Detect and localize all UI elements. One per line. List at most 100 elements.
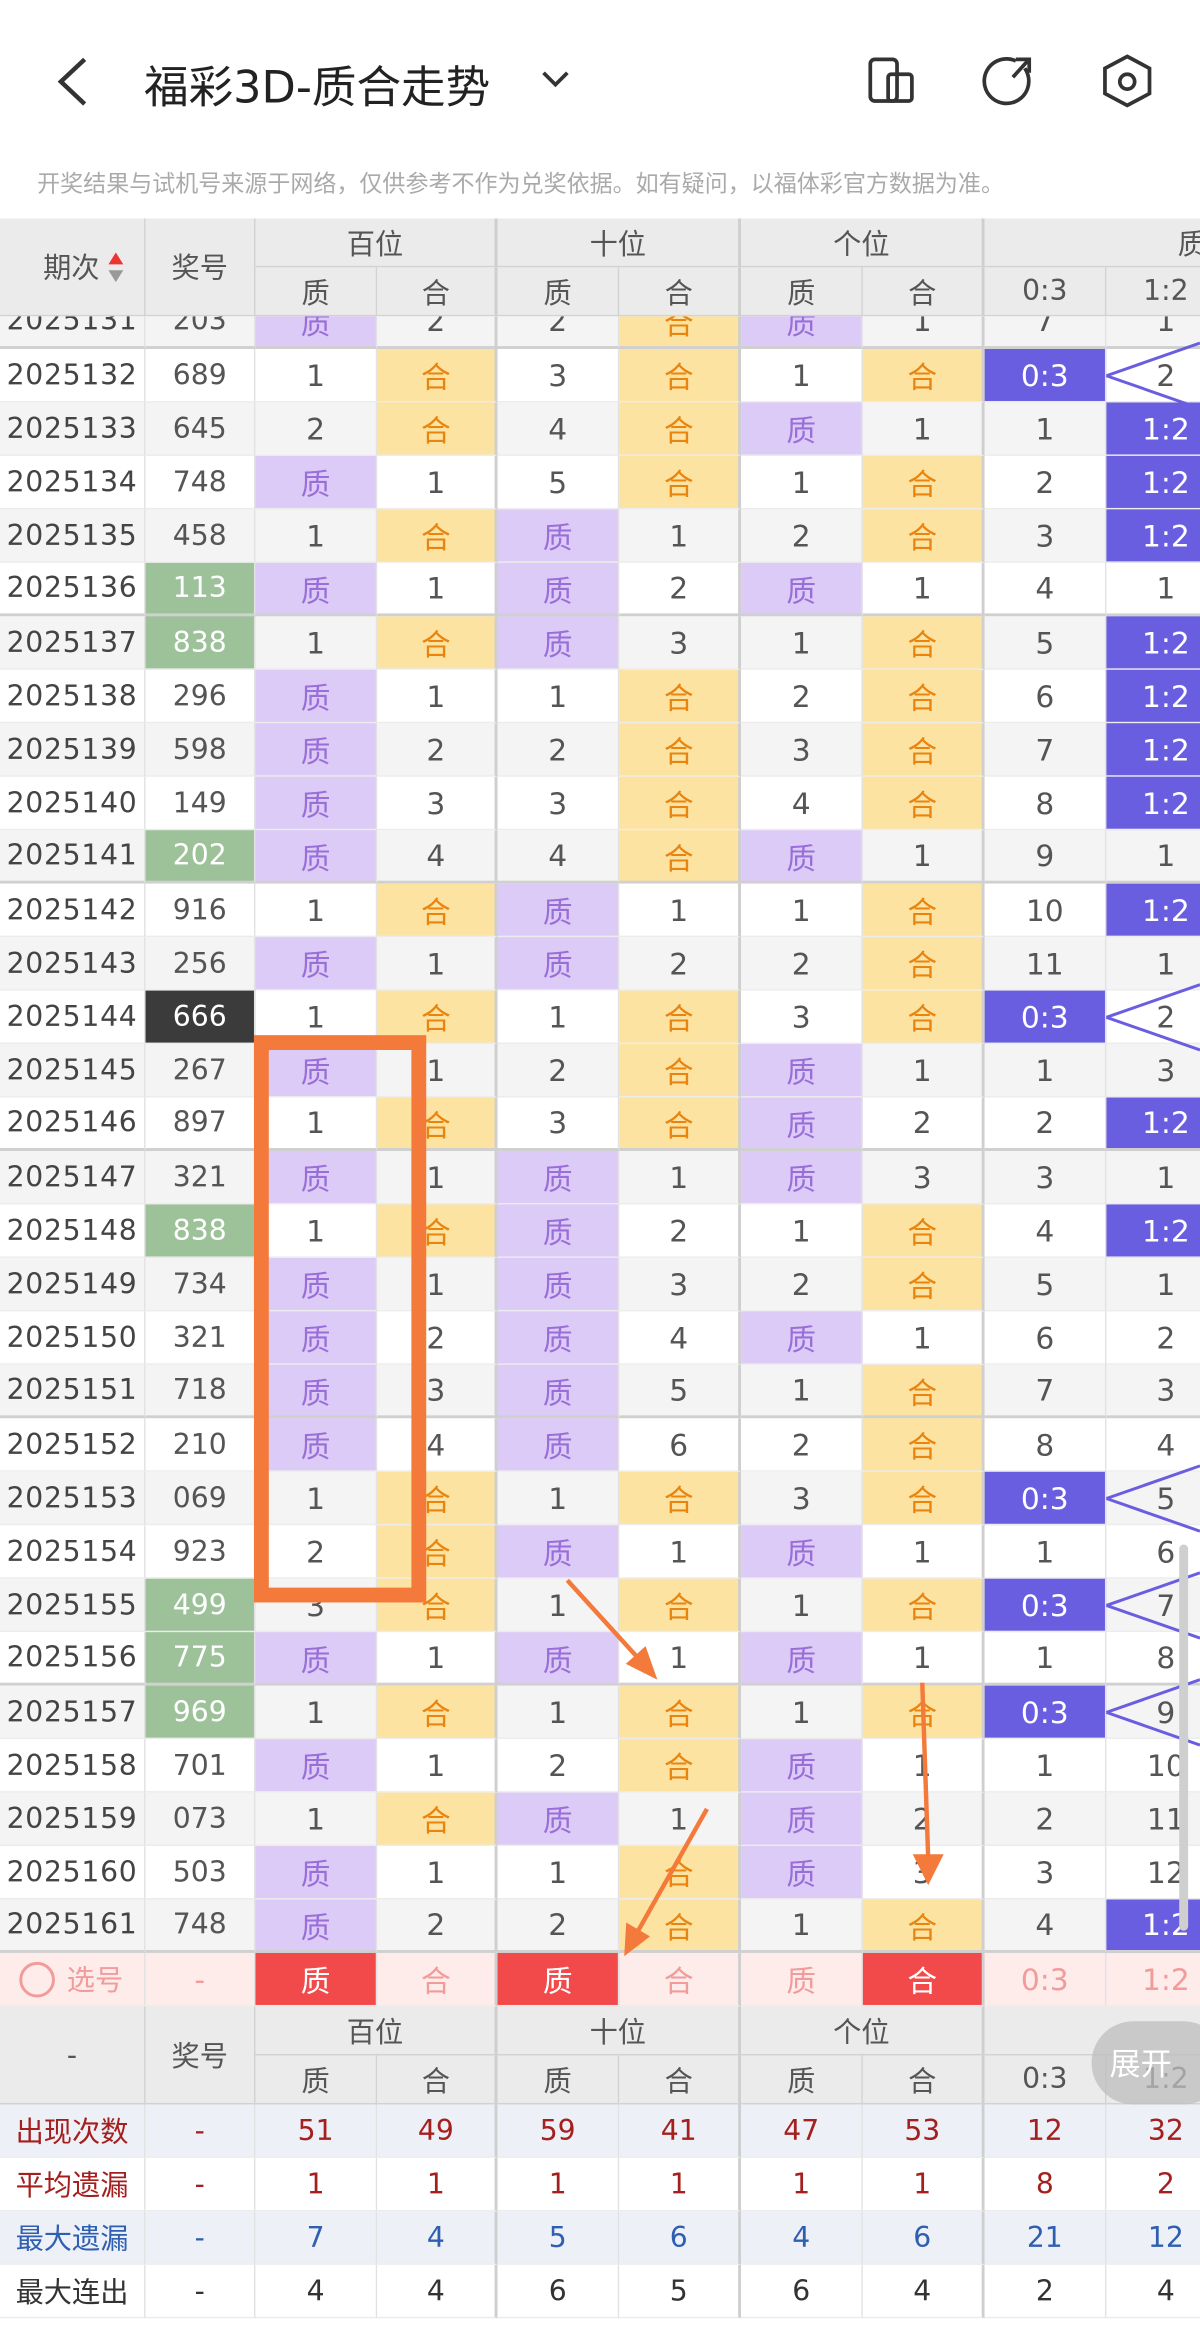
trend-cell: 合 [377,1578,498,1633]
stat-value: 4 [377,2264,498,2319]
sub-header: 0:3 [984,267,1107,317]
number-cell: 838 [145,1204,256,1258]
trend-cell: 1 [255,349,378,403]
select-cell[interactable]: - [145,1952,256,2007]
trend-cell: 3 [377,776,498,831]
trend-cell: 2 [741,1418,863,1472]
trend-cell: 合 [619,1739,742,1793]
select-cell[interactable]: 合 [862,1952,985,2007]
select-cell[interactable]: 质 [741,1952,863,2007]
trend-cell: 质 [741,1097,863,1151]
trend-cell: 质 [497,562,620,617]
trend-cell: 质 [255,723,378,777]
trend-cell: 质 [255,1418,378,1472]
top-bar-icons [57,54,1152,108]
trend-cell: 10 [984,883,1107,938]
trend-cell: 合 [377,883,498,938]
trend-cell: 3 [619,616,742,670]
trend-cell: 合 [619,723,742,777]
stat-value: 59 [497,2104,620,2158]
select-cell[interactable]: 质 [497,1952,620,2007]
trend-cell: 合 [862,1257,985,1312]
number-cell: 256 [145,937,256,991]
issue-cell: 2025155 [0,1578,146,1633]
trend-cell: 质 [255,669,378,724]
trend-cell: 4 [984,1204,1107,1258]
trend-cell: 合 [619,830,742,884]
settings-icon[interactable] [1103,54,1152,108]
select-cell[interactable]: 合 [377,1952,498,2007]
number-cell: 598 [145,723,256,777]
sub-header: 质 [255,267,378,317]
trend-cell: 3 [984,1846,1107,1900]
trend-cell: 1 [741,455,863,510]
device-icon[interactable] [868,57,914,103]
trend-cell: 7 [984,723,1107,777]
select-cell[interactable]: 合 [619,1952,742,2007]
trend-cell: 2 [984,1097,1107,1151]
stat-value: 2 [1106,2157,1200,2212]
number-cell: 267 [145,1044,256,1098]
stat-value: 1 [741,2157,863,2212]
group-header: 个位 [741,218,985,268]
trend-cell: 1 [741,1364,863,1419]
trend-cell: 质 [255,1150,378,1205]
trend-cell: 质 [255,1846,378,1900]
stat-value: 21 [984,2211,1107,2265]
trend-cell: 1 [497,669,620,724]
stat-value: - [145,2157,256,2212]
trend-cell: 1 [984,1739,1107,1793]
select-cell[interactable]: 质 [255,1952,378,2007]
sub-header: 质 [497,267,620,317]
title-dropdown[interactable] [542,71,569,88]
trend-cell: 1:2 [1106,616,1200,670]
trend-cell: 1 [741,1204,863,1258]
back-button[interactable] [57,57,87,106]
trend-cell: 3 [1106,1364,1200,1419]
footer-number-header: 奖号 [145,2006,256,2105]
stat-value: 1 [255,2157,378,2212]
trend-cell: 2 [255,402,378,456]
trend-cell: 合 [377,1792,498,1847]
trend-cell: 1 [497,990,620,1045]
trend-cell: 质 [741,1150,863,1205]
scrollbar [1179,1544,1189,1931]
select-cell[interactable]: 0:3 [984,1952,1107,2007]
expand-button[interactable]: 展开 [1091,2021,1200,2105]
stat-value: 53 [862,2104,985,2158]
trend-cell: 4 [377,830,498,884]
issue-cell: 2025143 [0,937,146,991]
share-icon[interactable] [982,57,1032,106]
trend-cell: 1 [497,1471,620,1526]
trend-cell: 合 [377,1204,498,1258]
footer-sub: 质 [741,2055,863,2105]
select-cell[interactable]: 1:2 [1106,1952,1200,2007]
trend-cell: 1 [741,349,863,403]
issue-cell: 2025154 [0,1525,146,1579]
trend-cell: 3 [377,1364,498,1419]
trend-cell: 质 [497,1204,620,1258]
trend-cell: 4 [497,830,620,884]
trend-cell: 1 [377,1257,498,1312]
trend-cell: 1 [377,1846,498,1900]
table-body: 2025131 203 质 2 2 合质 1 7 1 2025132 689 1 合 3 合 1 合 0:3 2 20… [0,316,1200,2007]
trend-cell: 合 [619,669,742,724]
trend-cell: 1 [377,1150,498,1205]
trend-cell: 3 [1106,1044,1200,1098]
trend-cell: 2 [619,937,742,991]
sub-header: 1:2 [1106,267,1200,317]
issue-cell: 2025149 [0,1257,146,1312]
stat-value: 12 [1106,2211,1200,2265]
trend-cell: 6 [984,1311,1107,1365]
issue-cell: 2025137 [0,616,146,670]
number-cell: 499 [145,1578,256,1633]
trend-cell: 质 [255,562,378,617]
trend-cell: 合 [862,1471,985,1526]
trend-cell: 2 [377,723,498,777]
issue-cell: 2025152 [0,1418,146,1472]
number-cell: 666 [145,990,256,1045]
trend-cell: 质 [741,1632,863,1686]
number-cell: 775 [145,1632,256,1686]
trend-cell: 质 [255,1044,378,1098]
sort-icon[interactable] [107,251,125,284]
